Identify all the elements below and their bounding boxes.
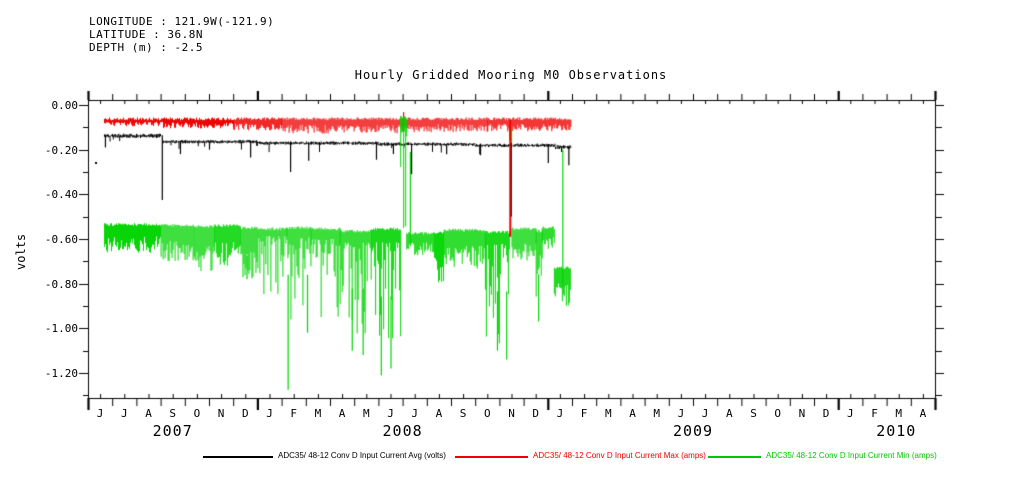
x-month-label: A	[629, 407, 636, 420]
x-month-label: M	[604, 407, 612, 420]
x-month-label: O	[193, 407, 201, 420]
x-month-label: S	[169, 407, 176, 420]
x-year-label: 2007	[152, 422, 193, 440]
legend-label-avg: ADC35/ 48-12 Conv D Input Current Avg (v…	[278, 451, 446, 460]
x-month-label: D	[241, 407, 249, 420]
x-month-label: D	[532, 407, 539, 420]
y-tick-label: -1.00	[44, 322, 78, 336]
x-month-label: J	[387, 407, 394, 420]
legend: ADC35/ 48-12 Conv D Input Current Avg (v…	[0, 449, 1009, 467]
x-month-label: J	[846, 407, 854, 420]
x-month-label: D	[822, 407, 830, 420]
x-month-label: J	[701, 407, 709, 420]
x-month-label: A	[435, 407, 443, 420]
legend-label-min: ADC35/ 48-12 Conv D Input Current Min (a…	[766, 451, 937, 460]
y-tick-label: 0.00	[51, 99, 79, 112]
x-month-label: A	[725, 407, 733, 420]
legend-label-max: ADC35/ 48-12 Conv D Input Current Max (a…	[533, 451, 706, 460]
x-month-label: A	[338, 407, 346, 420]
x-year-label: 2010	[876, 422, 917, 440]
y-tick-label: -0.40	[44, 188, 78, 202]
x-month-label: J	[266, 407, 273, 420]
x-month-label: J	[677, 407, 685, 420]
x-month-label: N	[217, 407, 225, 420]
x-year-label: 2009	[672, 422, 714, 440]
x-month-label: A	[919, 407, 927, 420]
x-month-label: A	[145, 407, 152, 420]
legend-line-max	[455, 456, 528, 458]
chart-title: Hourly Gridded Mooring M0 Observations	[354, 68, 668, 82]
y-tick-label: -0.60	[44, 232, 78, 246]
y-tick-label: -0.20	[44, 143, 78, 157]
x-month-label: J	[556, 407, 564, 420]
legend-line-avg	[203, 456, 273, 458]
header-longitude: LONGITUDE : 121.9W(-121.9)	[89, 15, 275, 28]
x-month-label: S	[459, 407, 467, 420]
x-month-label: F	[871, 407, 878, 420]
y-tick-label: -1.20	[44, 366, 78, 380]
x-month-label: J	[96, 407, 104, 420]
x-month-label: O	[774, 407, 781, 420]
header-depth: DEPTH (m) : -2.5	[89, 41, 203, 54]
x-month-label: M	[314, 407, 322, 420]
x-month-label: J	[411, 407, 418, 420]
x-month-label: S	[750, 407, 757, 420]
x-year-label: 2008	[382, 422, 423, 440]
x-month-label: O	[483, 407, 491, 420]
x-month-label: N	[508, 407, 515, 420]
x-month-label: F	[580, 407, 588, 420]
x-month-label: M	[895, 407, 902, 420]
y-tick-label: -0.80	[44, 277, 78, 291]
x-month-label: N	[798, 407, 806, 420]
x-month-label: F	[290, 407, 297, 420]
x-month-label: M	[653, 407, 660, 420]
x-month-label: M	[362, 407, 370, 420]
x-month-label: J	[120, 407, 128, 420]
y-axis-title: volts	[14, 233, 28, 270]
header-latitude: LATITUDE : 36.8N	[89, 28, 203, 41]
legend-line-min	[708, 456, 761, 458]
